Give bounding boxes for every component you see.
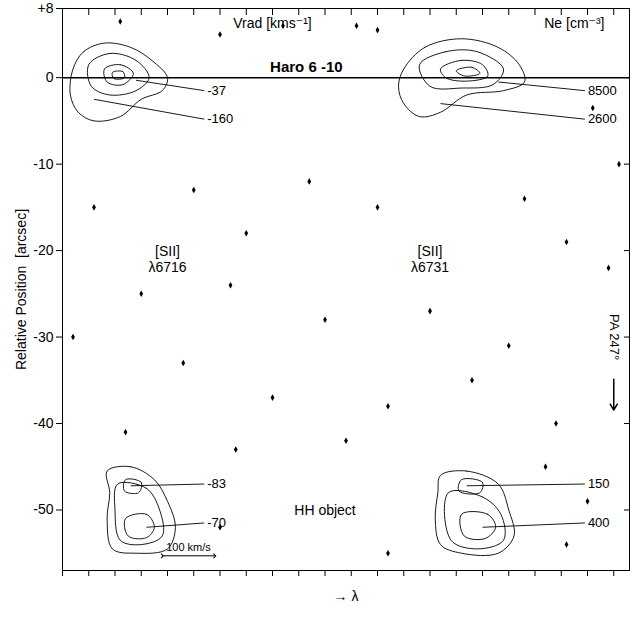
- svg-text:-30: -30: [33, 329, 53, 345]
- svg-text:HH object: HH object: [294, 502, 356, 518]
- svg-text:-50: -50: [33, 501, 53, 517]
- svg-text:Vrad [kms⁻¹]: Vrad [kms⁻¹]: [233, 15, 311, 31]
- svg-text:Haro 6 -10: Haro 6 -10: [270, 58, 343, 75]
- svg-text:0: 0: [46, 69, 54, 85]
- svg-text:400: 400: [588, 515, 610, 530]
- svg-text:150: 150: [588, 476, 610, 491]
- svg-text:Relative Position [arcsec]: Relative Position [arcsec]: [13, 209, 29, 370]
- svg-text:[SII]λ6731: [SII]λ6731: [411, 243, 449, 275]
- svg-text:-70: -70: [207, 515, 226, 530]
- svg-text:8500: 8500: [588, 83, 617, 98]
- svg-text:Ne [cm⁻³]: Ne [cm⁻³]: [544, 15, 604, 31]
- svg-text:[SII]λ6716: [SII]λ6716: [148, 243, 186, 275]
- svg-text:PA 247°: PA 247°: [607, 314, 622, 360]
- svg-text:-20: -20: [33, 242, 53, 258]
- svg-text:-10: -10: [33, 156, 53, 172]
- svg-text:-83: -83: [207, 476, 226, 491]
- svg-text:2600: 2600: [588, 111, 617, 126]
- svg-text:100 km/s: 100 km/s: [166, 541, 211, 553]
- svg-text:-160: -160: [207, 111, 233, 126]
- svg-text:→ λ: → λ: [334, 588, 359, 604]
- svg-text:-40: -40: [33, 415, 53, 431]
- svg-text:-37: -37: [207, 83, 226, 98]
- svg-text:+8: +8: [38, 0, 54, 16]
